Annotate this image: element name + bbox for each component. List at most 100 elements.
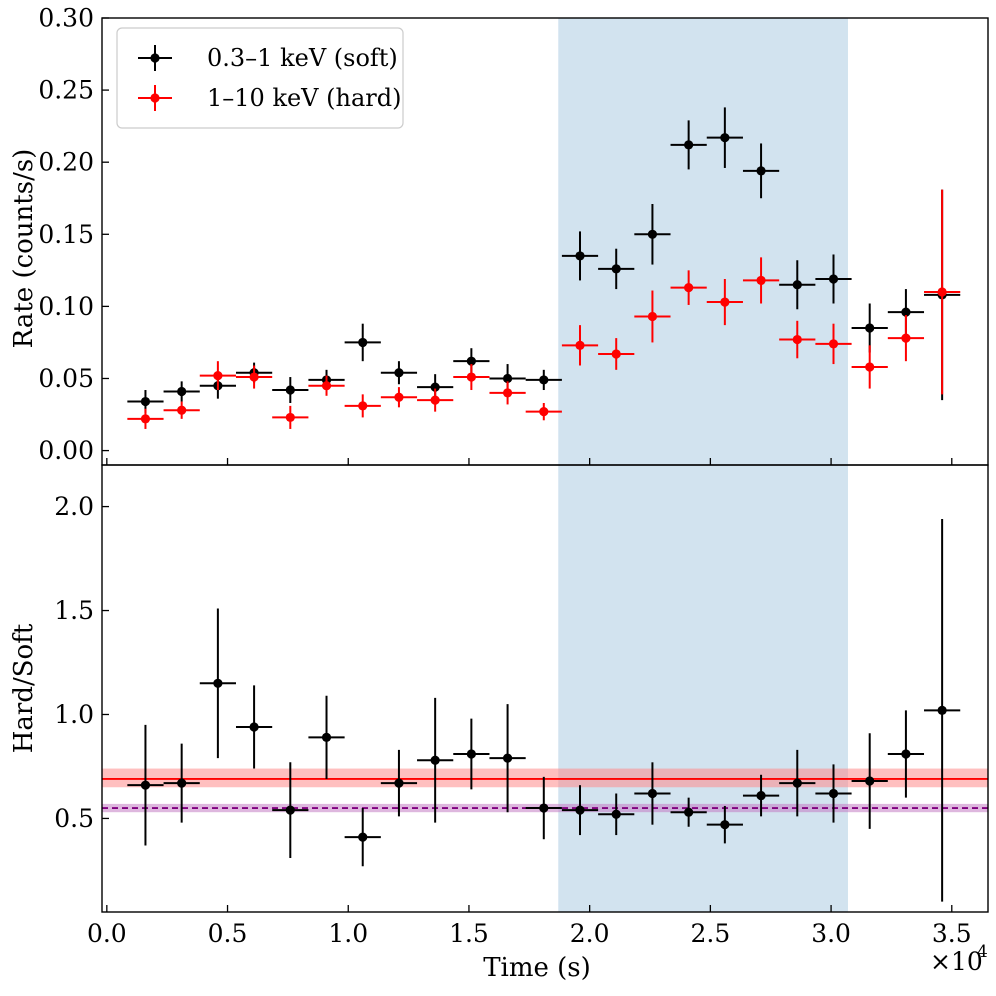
data-point [140, 780, 151, 790]
y-axis-label: Rate (counts/s) [9, 149, 39, 349]
data-point [249, 372, 259, 382]
data-point [575, 340, 585, 350]
data-point [430, 755, 440, 765]
data-point [756, 166, 766, 176]
data-point [539, 375, 549, 385]
data-point [937, 287, 947, 297]
data-point [358, 401, 368, 411]
y-axis-label: Hard/Soft [9, 623, 39, 753]
data-point [502, 753, 513, 763]
data-point [539, 803, 549, 813]
data-point [647, 788, 658, 799]
data-point [865, 323, 875, 333]
legend-layer: 0.3–1 keV (soft) 1–10 keV (hard) [116, 27, 404, 129]
data-point [249, 722, 259, 732]
x-axis-label: Time (s) [483, 953, 591, 983]
y-tick-label: 0.10 [38, 292, 94, 321]
y-tick-label: 0.05 [38, 364, 94, 393]
data-point [901, 749, 911, 759]
data-point [792, 778, 802, 788]
data-point [901, 307, 911, 317]
y-tick-label: 2.0 [54, 492, 94, 521]
data-point [720, 297, 730, 307]
data-point [611, 349, 621, 359]
data-point [865, 362, 875, 372]
data-point [901, 333, 911, 343]
data-point [937, 705, 947, 715]
x-tick-label: 0.0 [87, 919, 127, 948]
x-tick-label: 1.0 [328, 919, 368, 948]
x-tick-label: 2.5 [690, 919, 730, 948]
legend-marker-point [150, 93, 160, 103]
legend-label: 1–10 keV (hard) [207, 84, 401, 112]
shaded-interval [558, 465, 848, 912]
data-point [177, 386, 187, 397]
y-tick-label: 0.15 [38, 220, 94, 249]
data-point [430, 382, 440, 392]
data-point [684, 283, 694, 293]
y-tick-label: 1.5 [54, 596, 94, 625]
data-point [502, 373, 513, 384]
data-point [321, 381, 332, 391]
x-multiplier: ×10 [930, 947, 983, 976]
data-point [213, 678, 223, 688]
data-point [466, 372, 476, 382]
data-point [684, 140, 694, 150]
data-point [213, 371, 223, 381]
data-point [285, 805, 295, 815]
panel-frame [101, 464, 989, 913]
data-point [466, 749, 476, 759]
data-point [466, 356, 476, 366]
data-point [177, 405, 187, 415]
shaded-interval [558, 18, 848, 465]
legend-box [116, 27, 404, 129]
x-multiplier-exponent: 4 [977, 942, 988, 962]
data-point [430, 395, 440, 405]
data-point [684, 807, 694, 817]
data-point [575, 805, 585, 815]
data-point [394, 778, 404, 788]
background-layer [558, 18, 848, 912]
data-point [865, 776, 875, 786]
data-point [285, 385, 295, 395]
y-tick-label: 0.20 [38, 148, 94, 177]
data-point [358, 832, 368, 842]
y-tick-label: 0.25 [38, 76, 94, 105]
data-point [394, 368, 404, 378]
data-point [575, 251, 585, 261]
y-tick-label: 0.00 [38, 436, 94, 465]
x-tick-label: 2.0 [570, 919, 610, 948]
data-point [140, 396, 151, 407]
legend-marker-point [150, 53, 160, 63]
y-tick-label: 0.30 [38, 4, 94, 33]
data-point [756, 790, 766, 801]
y-tick-label: 0.5 [54, 804, 94, 833]
data-point [539, 407, 549, 417]
x-tick-label: 3.5 [932, 919, 972, 948]
axes-layer: 0.00 0.05 0.10 0.15 0.20 0.25 0.30 Rate (counts… [9, 4, 989, 983]
legend-label: 0.3–1 keV (soft) [207, 44, 398, 72]
data-point [828, 788, 839, 799]
data-point [502, 388, 513, 398]
data-point [177, 778, 187, 788]
data-point [720, 820, 730, 830]
data-point [140, 414, 151, 424]
data-point [828, 274, 839, 284]
data-point [720, 133, 730, 143]
data-point [611, 264, 621, 274]
data-point [394, 392, 404, 402]
data-layer [102, 107, 988, 902]
x-tick-label: 3.0 [811, 919, 851, 948]
reference-band-0 [102, 768, 988, 788]
data-point [611, 809, 621, 819]
x-tick-label: 0.5 [208, 919, 248, 948]
data-point [828, 339, 839, 349]
x-tick-label: 1.5 [449, 919, 489, 948]
data-point [756, 275, 766, 286]
data-point [321, 732, 332, 742]
data-point [792, 334, 802, 345]
data-point [285, 412, 295, 423]
data-point [358, 337, 368, 348]
y-tick-label: 1.0 [54, 700, 94, 729]
